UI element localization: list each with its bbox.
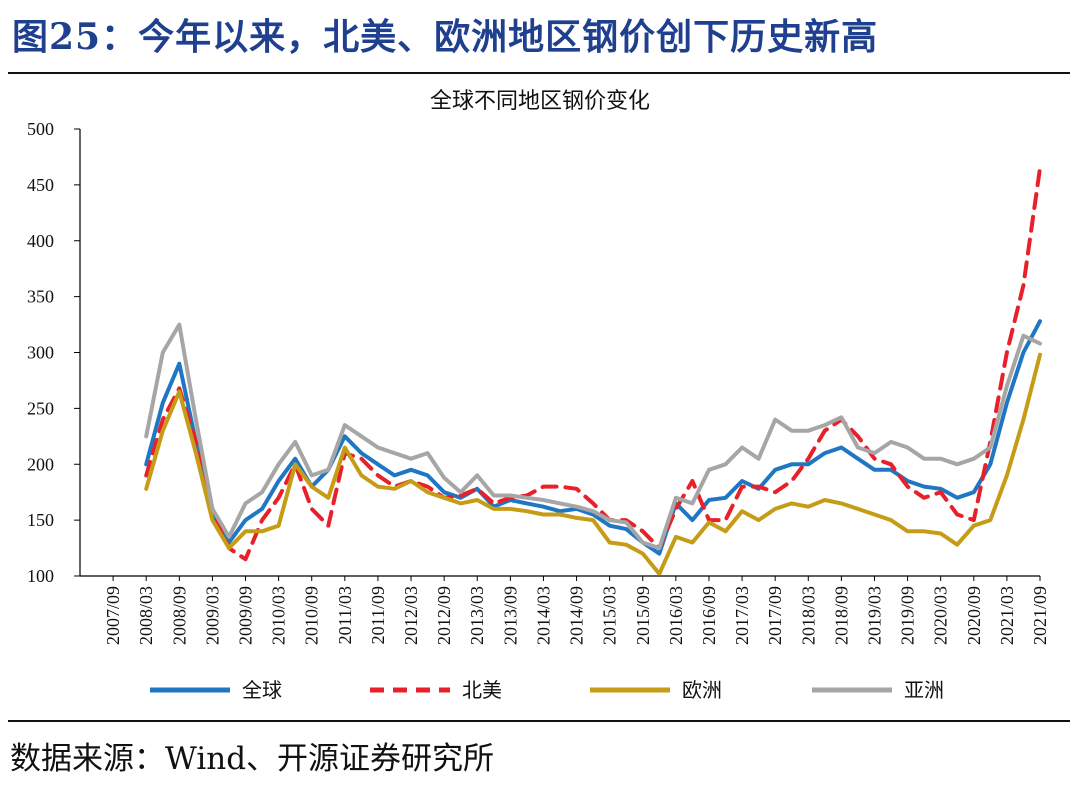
legend-label-2: 欧洲 (682, 678, 722, 702)
x-tick-label: 2014/03 (533, 586, 553, 645)
legend-label-0: 全球 (242, 678, 282, 702)
x-tick-label: 2021/03 (997, 586, 1017, 645)
x-tick-label: 2008/09 (169, 586, 189, 645)
x-tick-label: 2008/03 (136, 586, 156, 645)
x-tick-label: 2011/09 (368, 586, 388, 644)
x-tick-label: 2014/09 (567, 586, 587, 645)
x-tick-label: 2016/09 (699, 586, 719, 645)
x-tick-label: 2009/03 (202, 586, 222, 645)
x-tick-label: 2019/03 (864, 586, 884, 645)
x-tick-label: 2011/03 (335, 586, 355, 644)
y-tick-label: 250 (27, 398, 54, 418)
series-layer (144, 166, 1042, 576)
x-tick-label: 2021/09 (1030, 586, 1050, 645)
axes: 100 150 200 250 300 350 400 450 500 2007/09 2008/0… (27, 119, 1050, 645)
chart-title: 全球不同地区钢价变化 (430, 89, 650, 114)
top-rule (8, 72, 1070, 74)
bottom-rule (8, 720, 1070, 722)
series-line-1 (144, 166, 1042, 562)
x-tick-label: 2017/09 (765, 586, 785, 645)
legend-label-3: 亚洲 (904, 678, 944, 702)
y-tick-label: 300 (27, 343, 54, 363)
figure-title: 图25：今年以来，北美、欧洲地区钢价创下历史新高 (12, 16, 879, 58)
legend: 全球 北美 欧洲 亚洲 (150, 678, 944, 702)
x-tick-label: 2018/03 (798, 586, 818, 645)
x-tick-label: 2016/03 (666, 586, 686, 645)
x-tick-label: 2020/03 (931, 586, 951, 645)
line-chart: 全球不同地区钢价变化 100 150 200 250 300 350 400 450 500 20… (27, 89, 1050, 702)
y-tick-label: 100 (27, 566, 54, 586)
x-tick-label: 2010/09 (302, 586, 322, 645)
x-tick-label: 2012/09 (434, 586, 454, 645)
y-tick-label: 500 (27, 119, 54, 139)
x-tick-label: 2010/03 (269, 586, 289, 645)
y-tick-label: 200 (27, 454, 54, 474)
y-tick-label: 350 (27, 287, 54, 307)
x-tick-label: 2017/03 (732, 586, 752, 645)
y-tick-label: 400 (27, 231, 54, 251)
x-tick-label: 2020/09 (964, 586, 984, 645)
x-tick-label: 2013/09 (500, 586, 520, 645)
x-tick-label: 2012/03 (401, 586, 421, 645)
x-tick-label: 2015/03 (600, 586, 620, 645)
x-tick-label: 2018/09 (831, 586, 851, 645)
x-tick-label: 2013/03 (467, 586, 487, 645)
series-line-0 (144, 319, 1042, 556)
series-line-2 (144, 352, 1042, 576)
legend-label-1: 北美 (462, 678, 502, 702)
x-tick-label: 2019/09 (898, 586, 918, 645)
series-line-3 (144, 322, 1042, 551)
source-note: 数据来源：Wind、开源证券研究所 (10, 741, 495, 777)
y-tick-label: 450 (27, 175, 54, 195)
x-tick-label: 2007/09 (103, 586, 123, 645)
x-tick-label: 2009/09 (236, 586, 256, 645)
x-tick-label: 2015/09 (633, 586, 653, 645)
y-tick-label: 150 (27, 510, 54, 530)
